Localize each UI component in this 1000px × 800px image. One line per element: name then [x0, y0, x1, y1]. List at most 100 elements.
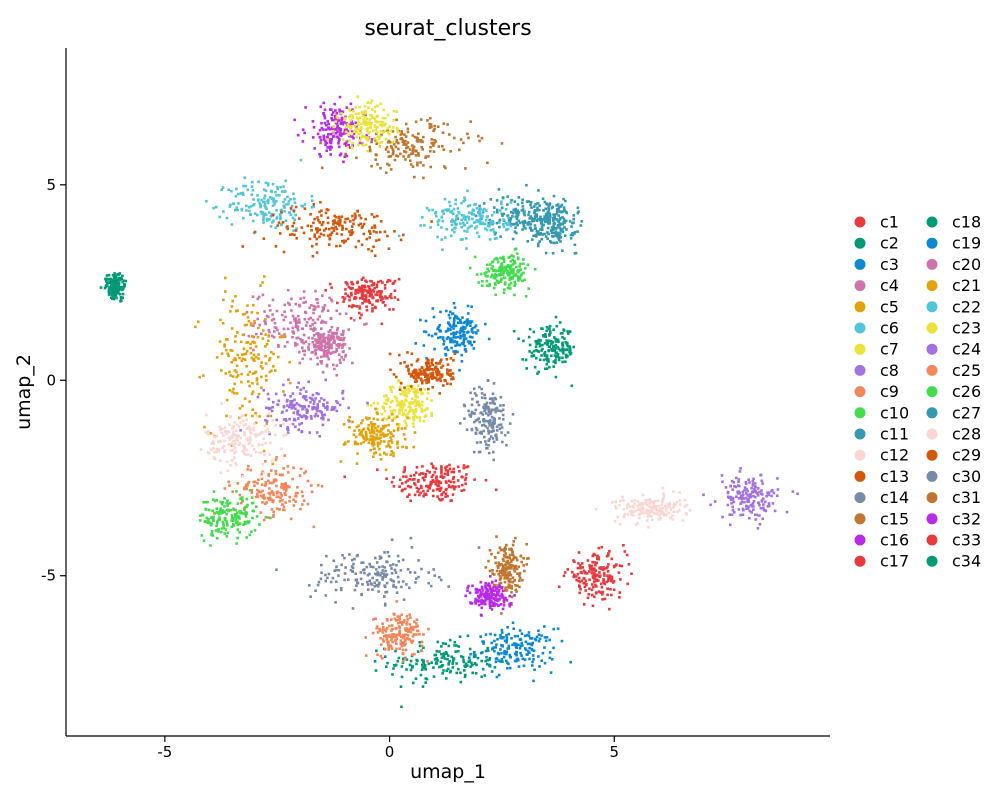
point-c5: [255, 377, 259, 380]
point-c6: [256, 194, 259, 197]
point-c2: [423, 663, 427, 667]
point-c11: [510, 222, 513, 226]
point-c26: [489, 275, 493, 279]
point-c5: [273, 369, 277, 372]
point-c11: [517, 210, 520, 214]
point-c7: [401, 392, 405, 396]
point-c23: [331, 130, 335, 133]
point-c2: [445, 677, 448, 680]
point-c20: [332, 331, 336, 335]
point-c28: [660, 503, 664, 507]
point-c24: [760, 489, 763, 492]
point-c20: [312, 334, 316, 337]
point-c26: [511, 263, 515, 266]
point-c24: [754, 495, 757, 499]
point-c1: [449, 480, 453, 484]
point-c3: [543, 646, 546, 649]
point-c8: [298, 392, 302, 395]
point-c19: [470, 330, 474, 333]
point-c6: [230, 223, 234, 226]
point-c20: [314, 328, 317, 331]
point-c26: [486, 267, 489, 271]
point-c2: [473, 662, 477, 665]
point-c29: [450, 377, 453, 381]
point-c8: [323, 413, 326, 417]
point-c27: [545, 202, 548, 205]
point-c15: [391, 148, 395, 151]
point-c2: [488, 658, 491, 661]
point-c8: [335, 409, 339, 413]
point-c2: [483, 674, 487, 677]
point-c4: [245, 310, 249, 314]
point-c15: [422, 135, 425, 139]
point-c24: [751, 479, 755, 483]
point-c28: [662, 492, 665, 495]
point-c18: [542, 358, 546, 362]
point-c15: [414, 120, 418, 124]
point-c1: [343, 475, 346, 479]
point-c23: [346, 145, 349, 149]
point-c27: [571, 221, 574, 225]
point-c10: [235, 516, 239, 519]
point-c9: [267, 472, 271, 476]
point-c19: [476, 329, 480, 332]
point-c7: [411, 397, 414, 400]
point-c7: [401, 413, 404, 417]
point-c11: [474, 214, 478, 218]
point-c12: [266, 427, 270, 431]
point-c2: [409, 659, 413, 663]
point-c2: [409, 668, 413, 672]
point-c16: [349, 146, 352, 149]
point-c10: [241, 499, 244, 502]
point-c10: [251, 501, 255, 505]
point-c7: [420, 409, 424, 413]
point-c15: [427, 155, 430, 158]
point-c22: [447, 208, 450, 211]
point-c12: [259, 432, 262, 435]
point-c20: [316, 362, 319, 366]
point-c16: [323, 116, 327, 120]
point-c21: [389, 445, 392, 449]
point-c2: [459, 680, 463, 684]
point-c21: [375, 433, 378, 436]
point-c23: [379, 120, 382, 124]
point-c11: [514, 226, 517, 229]
point-c24: [745, 507, 748, 510]
point-c13: [350, 229, 354, 232]
point-c22: [463, 198, 467, 202]
point-c13: [352, 222, 355, 226]
point-c27: [536, 202, 540, 205]
point-c2: [435, 657, 439, 660]
point-c5: [257, 353, 260, 356]
point-c23: [351, 141, 354, 145]
point-c6: [263, 202, 267, 206]
point-c4: [342, 329, 345, 333]
point-c26: [485, 284, 489, 287]
point-c26: [487, 270, 491, 273]
point-c14: [343, 578, 346, 582]
point-c5: [257, 392, 261, 396]
point-c3: [549, 671, 553, 674]
point-c19: [452, 321, 456, 325]
point-c2: [373, 660, 377, 663]
point-c8: [316, 414, 320, 418]
point-c14: [384, 602, 387, 606]
point-c9: [284, 489, 288, 492]
point-c22: [478, 211, 482, 214]
point-c14: [366, 573, 370, 577]
point-c22: [468, 204, 472, 207]
point-c15: [376, 163, 379, 166]
point-c25: [408, 638, 412, 641]
point-c16: [365, 134, 369, 137]
point-c25: [395, 642, 398, 646]
point-c17: [607, 552, 610, 555]
point-c17: [577, 576, 581, 580]
point-c6: [294, 213, 297, 217]
point-c13: [320, 214, 323, 217]
point-c26: [486, 263, 489, 267]
point-c16: [331, 118, 334, 122]
point-c28: [647, 526, 650, 529]
point-c2: [444, 642, 447, 646]
point-c27: [558, 223, 562, 227]
point-c22: [506, 227, 510, 231]
